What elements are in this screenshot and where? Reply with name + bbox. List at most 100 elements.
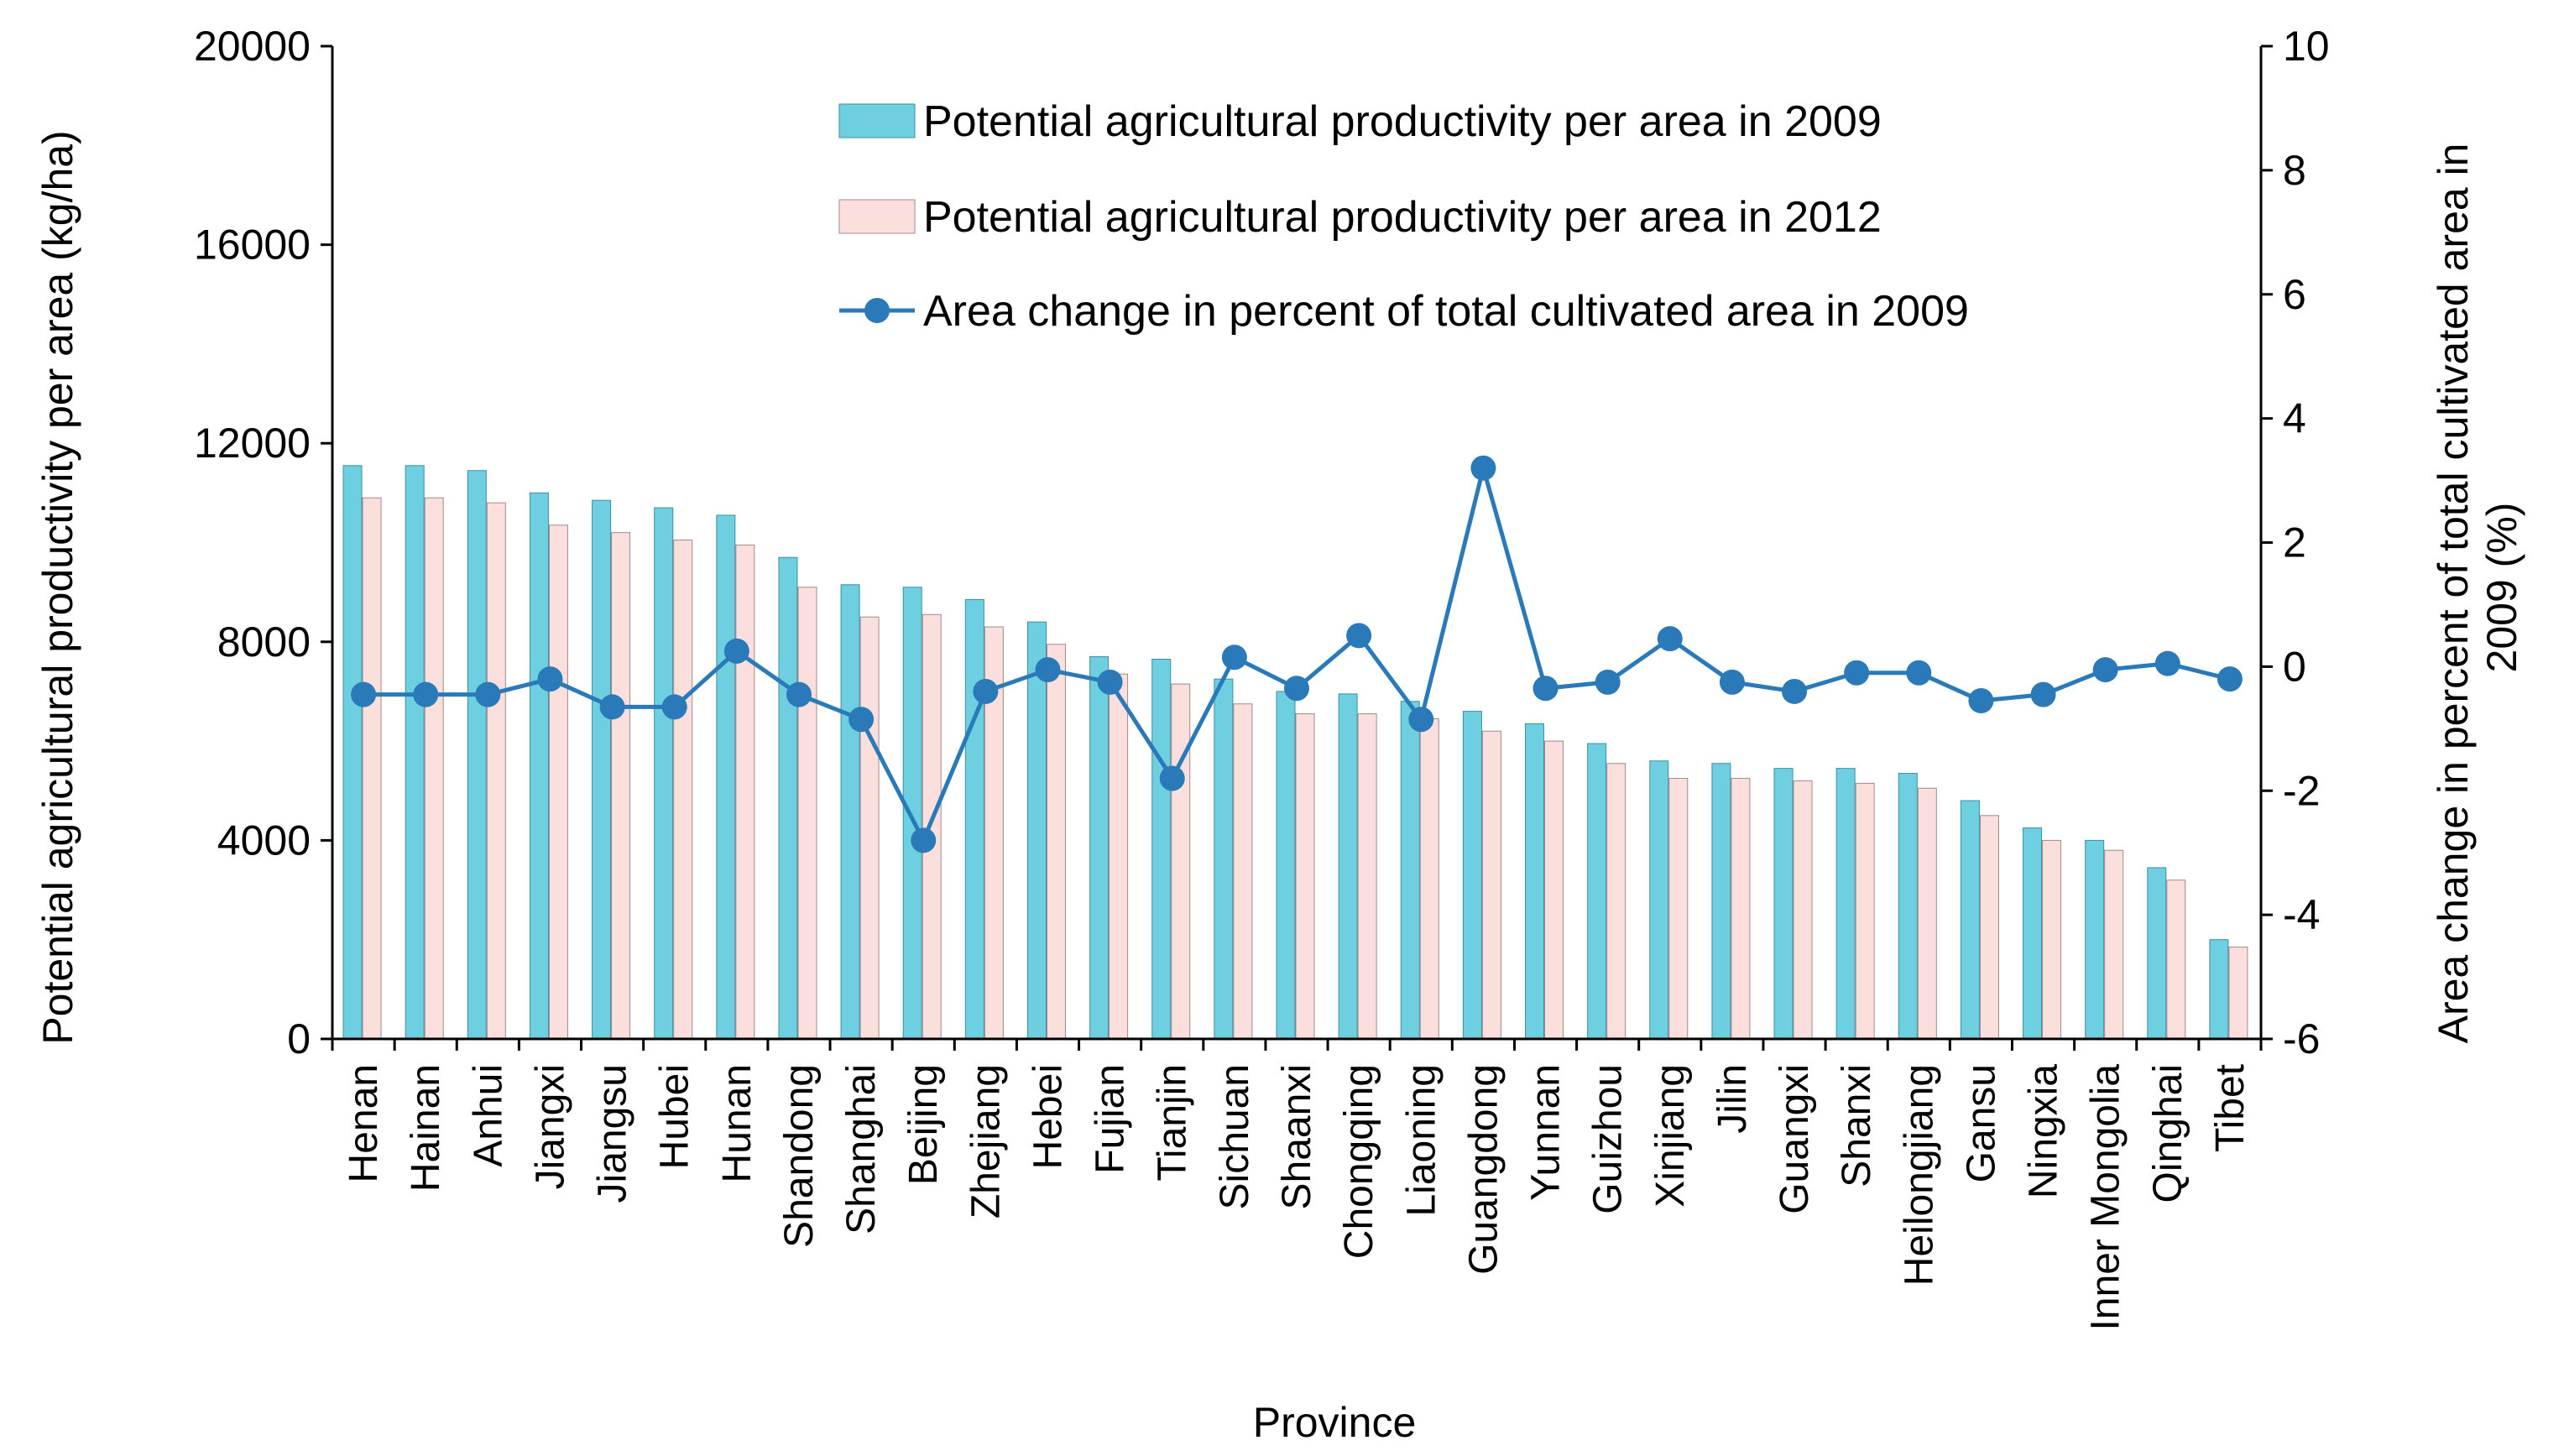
- bar-2009: [1214, 678, 1234, 1040]
- x-category-label: Zhejiang: [963, 1064, 1008, 1219]
- area-change-point: [1408, 707, 1434, 733]
- bar-2009: [2085, 839, 2105, 1040]
- bar-2012: [1295, 713, 1315, 1040]
- x-category-label: Guangxi: [1773, 1064, 1817, 1214]
- legend-swatch-2012: [838, 199, 916, 234]
- bar-2009: [1338, 693, 1358, 1040]
- bar-2012: [1109, 673, 1129, 1040]
- bar-2009: [1089, 656, 1110, 1040]
- y-left-tick-label: 20000: [194, 23, 311, 70]
- area-change-point: [1470, 455, 1496, 481]
- bar-2009: [1960, 800, 1980, 1040]
- legend: Potential agricultural productivity per …: [838, 97, 1969, 336]
- bar-2012: [424, 497, 444, 1040]
- area-change-point: [1782, 678, 1808, 704]
- legend-label-2012: Potential agricultural productivity per …: [923, 193, 1882, 242]
- x-category-label: Fujian: [1089, 1064, 1133, 1174]
- area-change-point: [2154, 650, 2180, 676]
- area-change-point: [786, 681, 812, 707]
- bar-2012: [1668, 777, 1689, 1040]
- x-category-label: Liaoning: [1399, 1064, 1444, 1217]
- area-change-point: [849, 707, 875, 733]
- bar-2012: [1171, 683, 1191, 1040]
- bar-2012: [797, 587, 817, 1040]
- bar-2012: [1606, 763, 1627, 1040]
- area-change-point: [2030, 681, 2056, 707]
- tick-labels: 0 4000 8000 12000 16000 20000 -6 -4 -2 0 2 4 6 8 10 Hen…: [194, 23, 2330, 1331]
- bar-2009: [1151, 659, 1172, 1040]
- area-change-point: [973, 678, 999, 704]
- y-right-tick-label: 2: [2283, 519, 2306, 566]
- bar-2012: [735, 544, 755, 1040]
- bar-2012: [2104, 849, 2124, 1040]
- y-right-tick-label: -4: [2283, 891, 2320, 938]
- bar-2009: [716, 514, 736, 1040]
- area-change-point: [661, 694, 687, 720]
- x-category-label: Jiangsu: [591, 1064, 635, 1203]
- area-change-point: [1968, 688, 1994, 714]
- x-category-label: Hainan: [404, 1064, 448, 1192]
- bar-2009: [1711, 763, 1731, 1040]
- y-left-tick-label: 4000: [217, 817, 311, 864]
- bar-2009: [592, 499, 612, 1040]
- bar-2009: [902, 587, 922, 1040]
- bar-2012: [673, 540, 693, 1040]
- area-change-point: [1284, 676, 1309, 702]
- bar-2012: [1233, 703, 1253, 1040]
- bar-2012: [486, 502, 506, 1040]
- bar-2012: [1731, 777, 1751, 1040]
- bar-2009: [1276, 691, 1296, 1040]
- x-category-label: Guangdong: [1461, 1064, 1506, 1275]
- y-axis-title-right-line2: 2009 (%): [2478, 503, 2525, 673]
- x-category-label: Beijing: [901, 1064, 946, 1185]
- area-change-point: [351, 681, 377, 707]
- area-change-point: [1657, 626, 1683, 652]
- bar-2012: [859, 616, 880, 1040]
- x-category-label: Shaanxi: [1275, 1064, 1319, 1209]
- x-category-label: Tianjin: [1151, 1064, 1195, 1182]
- area-change-point: [1097, 669, 1123, 695]
- bar-2012: [2166, 879, 2186, 1040]
- y-left-tick-label: 16000: [194, 222, 311, 269]
- bar-2012: [1046, 644, 1066, 1040]
- x-category-label: Xinjiang: [1648, 1064, 1693, 1208]
- x-category-label: Shanxi: [1835, 1064, 1879, 1187]
- bar-2012: [1979, 815, 1999, 1040]
- y-axis-title-right: Area change in percent of total cultivat…: [2430, 132, 2525, 1044]
- bar-2012: [1357, 713, 1377, 1040]
- area-change-point: [723, 638, 749, 664]
- bar-2012: [611, 532, 631, 1040]
- area-change-point: [1533, 676, 1559, 702]
- legend-swatch-2009: [838, 103, 916, 138]
- bar-2012: [2228, 947, 2248, 1040]
- bar-2012: [922, 613, 942, 1040]
- bar-2009: [1462, 711, 1482, 1040]
- x-category-label: Jiangxi: [528, 1064, 572, 1189]
- area-change-point: [1719, 669, 1745, 695]
- area-change-point: [1844, 660, 1870, 686]
- bar-2009: [342, 465, 363, 1040]
- bar-2009: [964, 599, 984, 1040]
- y-axis-title-left: Potential agricultural productivity per …: [34, 130, 81, 1044]
- bar-2009: [529, 492, 549, 1040]
- bar-2009: [1773, 768, 1794, 1040]
- bar-2012: [362, 497, 382, 1040]
- x-category-label: Jilin: [1710, 1064, 1755, 1134]
- x-axis-title: Province: [1253, 1399, 1417, 1446]
- x-category-label: Heilongjiang: [1897, 1064, 1941, 1286]
- bar-2012: [1544, 740, 1564, 1040]
- bar-2012: [1793, 780, 1813, 1040]
- legend-label-2009: Potential agricultural productivity per …: [923, 97, 1882, 146]
- y-left-tick-label: 0: [287, 1015, 311, 1062]
- area-change-point: [475, 681, 501, 707]
- area-change-point: [1159, 765, 1185, 791]
- y-right-tick-label: 10: [2283, 23, 2330, 70]
- area-change-point: [1035, 657, 1061, 683]
- x-category-label: Yunnan: [1524, 1064, 1569, 1201]
- y-left-tick-label: 12000: [194, 420, 311, 467]
- y-right-tick-label: 4: [2283, 395, 2306, 442]
- x-category-label: Anhui: [466, 1064, 510, 1167]
- y-right-tick-label: 8: [2283, 147, 2306, 194]
- y-axis-title-right-line1: Area change in percent of total cultivat…: [2430, 144, 2477, 1044]
